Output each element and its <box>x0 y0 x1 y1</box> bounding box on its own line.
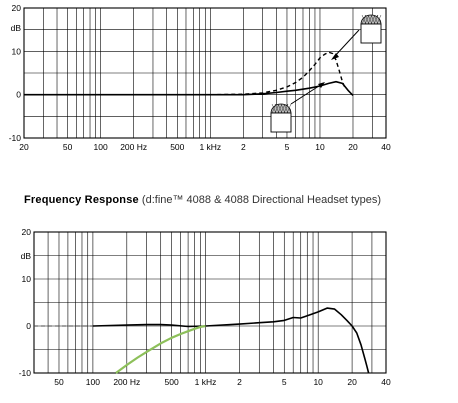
chart-2-title: Frequency Response (d:fine™ 4088 & 4088 … <box>24 194 381 206</box>
grille-hatch <box>280 103 286 114</box>
x-tick-label: 2 <box>241 142 246 152</box>
y-tick-label: 0 <box>26 321 31 331</box>
y-tick-label: 20 <box>12 3 22 13</box>
omni-capsule-icon <box>270 82 325 133</box>
y-tick-label: -10 <box>9 133 22 143</box>
y-tick-label: 10 <box>22 274 32 284</box>
x-tick-label: 50 <box>63 142 73 152</box>
series-line-2 <box>210 51 346 96</box>
x-tick-label: 40 <box>381 142 391 152</box>
annotation-arrowhead <box>318 82 325 88</box>
chart-2-title-subtitle: (d:fine™ 4088 & 4088 Directional Headset… <box>141 194 381 206</box>
x-tick-label: 200 Hz <box>113 377 140 387</box>
grille-hatch <box>286 103 292 114</box>
x-tick-label: 40 <box>381 377 391 387</box>
x-tick-label: 2 <box>237 377 242 387</box>
x-tick-label: 500 <box>170 142 184 152</box>
grille-hatch <box>271 103 277 114</box>
annotation-arrow <box>333 29 360 58</box>
x-tick-label: 20 <box>19 142 29 152</box>
grille-hatch <box>373 14 379 25</box>
x-tick-label: 20 <box>347 377 357 387</box>
x-tick-label: 10 <box>315 142 325 152</box>
y-unit-label: dB <box>21 251 32 261</box>
grid <box>24 8 386 138</box>
cardioid-capsule-icon <box>331 14 382 60</box>
series-line-2 <box>92 307 370 374</box>
y-tick-label: 20 <box>22 227 32 237</box>
plot-frame <box>23 7 387 139</box>
y-unit-label: dB <box>11 23 22 33</box>
x-tick-label: 20 <box>348 142 358 152</box>
capsule-body <box>360 23 382 44</box>
annotation-arrowhead <box>331 53 339 60</box>
series-line-1 <box>24 80 354 97</box>
plot-frame <box>33 231 387 374</box>
chart-2-title-main: Frequency Response <box>24 194 139 206</box>
annotation-arrow <box>290 83 323 105</box>
x-tick-label: 50 <box>54 377 64 387</box>
grille-hatch <box>367 14 373 25</box>
grille-hatch <box>364 14 370 25</box>
y-tick-label: 0 <box>16 90 21 100</box>
grille-hatch <box>277 103 283 114</box>
grid <box>34 232 386 373</box>
grille-hatch <box>283 103 289 114</box>
x-tick-label: 200 Hz <box>120 142 147 152</box>
grille-hatch <box>376 14 382 25</box>
x-tick-label: 1 kHz <box>199 142 221 152</box>
x-tick-label: 5 <box>285 142 290 152</box>
x-tick-label: 500 <box>165 377 179 387</box>
grille-hatch <box>370 14 376 25</box>
series-line-3 <box>115 324 206 374</box>
x-tick-label: 100 <box>86 377 100 387</box>
grille-hatch <box>274 103 280 114</box>
x-tick-label: 10 <box>313 377 323 387</box>
x-tick-label: 5 <box>282 377 287 387</box>
grille-hatch <box>361 14 367 25</box>
capsule-body <box>270 112 292 133</box>
y-tick-label: -10 <box>19 368 32 378</box>
y-tick-label: 10 <box>12 46 22 56</box>
x-tick-label: 1 kHz <box>195 377 217 387</box>
x-tick-label: 100 <box>94 142 108 152</box>
